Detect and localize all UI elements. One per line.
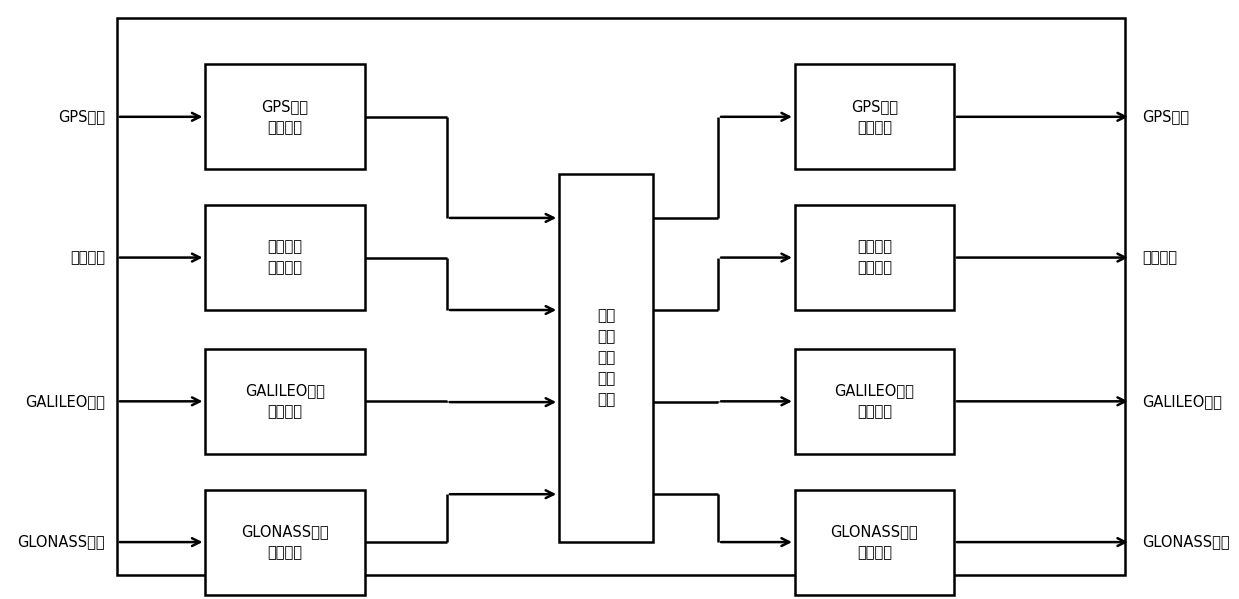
Text: 北斗信号
接收单元: 北斗信号 接收单元 bbox=[268, 240, 302, 276]
Text: GLONASS信号
接收单元: GLONASS信号 接收单元 bbox=[242, 524, 328, 560]
Text: 北斗信号
模拟单元: 北斗信号 模拟单元 bbox=[857, 240, 892, 276]
Text: GALILEO信号: GALILEO信号 bbox=[25, 394, 105, 409]
Bar bbox=[206, 490, 364, 594]
Text: GLONASS信号: GLONASS信号 bbox=[17, 534, 105, 550]
Text: GALILEO信号
模拟单元: GALILEO信号 模拟单元 bbox=[835, 383, 914, 419]
Bar bbox=[206, 349, 364, 454]
Bar bbox=[206, 205, 364, 310]
Bar bbox=[116, 18, 1125, 575]
Text: GPS信号: GPS信号 bbox=[58, 109, 105, 125]
Text: GPS信号
模拟单元: GPS信号 模拟单元 bbox=[851, 99, 898, 135]
Bar bbox=[795, 490, 954, 594]
Text: 北斗信号: 北斗信号 bbox=[1142, 250, 1177, 265]
Bar bbox=[795, 349, 954, 454]
Text: GLONASS信号
模拟单元: GLONASS信号 模拟单元 bbox=[830, 524, 918, 560]
Bar bbox=[795, 64, 954, 169]
Text: 北斗信号: 北斗信号 bbox=[71, 250, 105, 265]
Text: GPS信号
接收单元: GPS信号 接收单元 bbox=[261, 99, 309, 135]
Bar bbox=[795, 205, 954, 310]
Text: GPS信号: GPS信号 bbox=[1142, 109, 1189, 125]
Text: GALILEO信号: GALILEO信号 bbox=[1142, 394, 1223, 409]
Bar bbox=[206, 64, 364, 169]
Text: GLONASS信号: GLONASS信号 bbox=[1142, 534, 1230, 550]
Text: 多协
议转
换及
纠错
单元: 多协 议转 换及 纠错 单元 bbox=[597, 308, 616, 407]
Text: GALILEO信号
接收单元: GALILEO信号 接收单元 bbox=[245, 383, 325, 419]
Bar bbox=[559, 174, 653, 542]
